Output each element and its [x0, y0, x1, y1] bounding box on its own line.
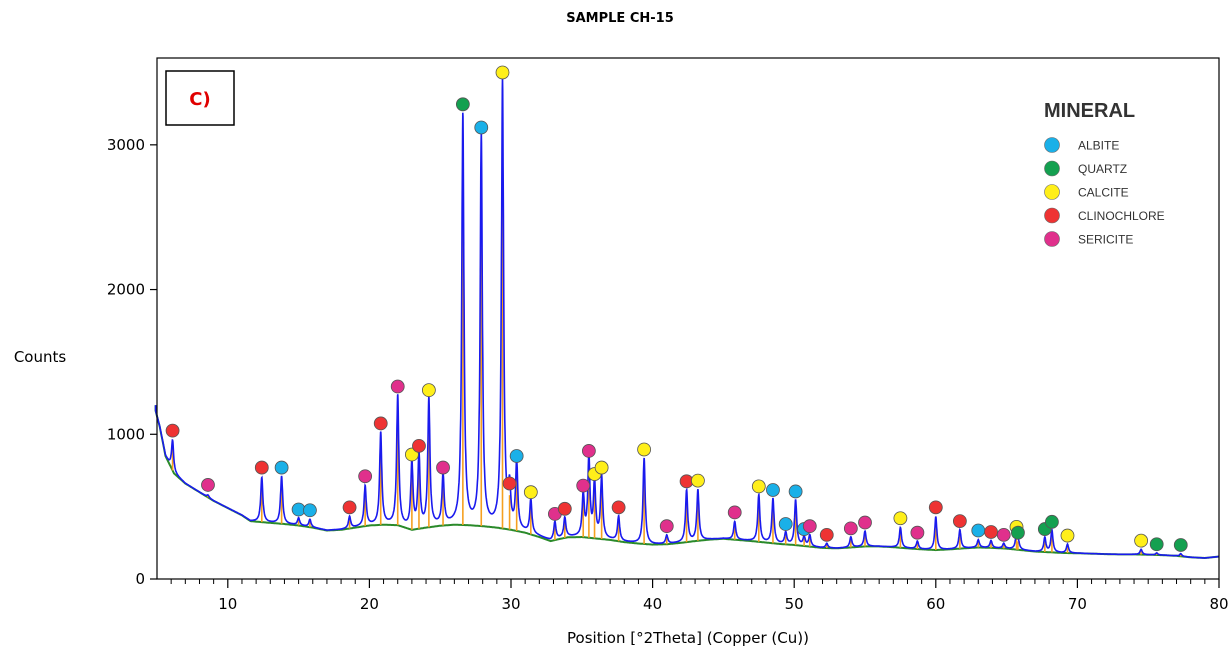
panel-label-box	[165, 70, 235, 126]
mineral-marker-sericite	[659, 519, 674, 534]
y-tick-label: 2000	[107, 281, 145, 299]
mineral-marker-calcite	[751, 479, 766, 494]
mineral-marker-clinochlore	[373, 416, 388, 431]
mineral-marker-calcite	[495, 65, 510, 80]
mineral-marker-quartz	[1149, 537, 1164, 552]
mineral-marker-clinochlore	[412, 438, 426, 453]
mineral-marker-sericite	[802, 519, 817, 534]
legend-label-sericite: SERICITE	[1078, 233, 1133, 247]
y-tick-label: 0	[135, 570, 145, 588]
mineral-marker-albite	[971, 523, 986, 538]
mineral-marker-sericite	[576, 478, 591, 493]
mineral-marker-calcite	[1060, 528, 1075, 543]
mineral-marker-albite	[788, 484, 803, 499]
reference-lines-layer	[171, 116, 1182, 557]
mineral-marker-clinochlore	[611, 500, 626, 515]
x-tick-label: 30	[501, 595, 520, 613]
mineral-marker-quartz	[1011, 525, 1025, 540]
mineral-marker-clinochlore	[984, 525, 998, 539]
diffraction-pattern-line	[154, 77, 1219, 559]
mineral-marker-clinochlore	[928, 500, 943, 515]
mineral-marker-clinochlore	[502, 476, 517, 491]
mineral-marker-quartz	[1173, 538, 1188, 552]
chart-title: SAMPLE CH-15	[566, 11, 674, 26]
mineral-marker-clinochlore	[254, 460, 269, 475]
x-tick-label: 80	[1209, 595, 1228, 613]
mineral-markers-layer	[165, 65, 1188, 552]
mineral-marker-albite	[303, 503, 317, 518]
diffraction-pattern-layer	[154, 77, 1219, 559]
mineral-marker-clinochlore	[342, 500, 357, 515]
mineral-marker-calcite	[1134, 533, 1149, 548]
y-tick-label: 1000	[107, 425, 145, 443]
mineral-marker-calcite	[421, 383, 436, 398]
x-tick-label: 20	[360, 595, 379, 613]
plot-frame	[156, 57, 1220, 580]
mineral-marker-clinochlore	[819, 527, 834, 542]
mineral-marker-sericite	[858, 515, 872, 530]
mineral-marker-sericite	[390, 379, 405, 394]
x-tick-label: 60	[926, 595, 945, 613]
mineral-marker-sericite	[581, 444, 596, 458]
mineral-marker-calcite	[691, 473, 705, 488]
mineral-marker-calcite	[637, 442, 652, 457]
x-tick-label: 50	[785, 595, 804, 613]
mineral-marker-sericite	[996, 527, 1011, 542]
mineral-marker-quartz	[1045, 514, 1059, 529]
mineral-marker-clinochlore	[165, 423, 180, 438]
panel-label: C)	[189, 89, 210, 110]
legend: ALBITE QUARTZ CALCITE CLINOCHLORE SERICITE	[1044, 137, 1165, 247]
mineral-marker-sericite	[201, 478, 215, 492]
x-tick-label: 70	[1068, 595, 1087, 613]
legend-marker-clinochlore	[1044, 207, 1060, 224]
mineral-marker-quartz	[455, 97, 470, 112]
legend-title: MINERAL	[1044, 100, 1135, 122]
legend-label-calcite: CALCITE	[1078, 186, 1129, 200]
mineral-marker-sericite	[358, 469, 373, 484]
mineral-marker-albite	[766, 483, 780, 497]
mineral-marker-clinochlore	[952, 514, 967, 529]
y-axis-label: Counts	[14, 348, 67, 366]
legend-marker-sericite	[1044, 231, 1060, 247]
mineral-marker-calcite	[523, 485, 538, 500]
mineral-marker-calcite	[594, 460, 609, 475]
mineral-marker-sericite	[727, 505, 742, 520]
mineral-marker-sericite	[843, 521, 858, 536]
axis-ticks-layer: 10 20 30 40 50 60 70 80 0 1000 2000 3000	[107, 136, 1229, 613]
mineral-marker-albite	[474, 120, 489, 135]
mineral-marker-sericite	[436, 460, 450, 475]
y-tick-label: 3000	[107, 136, 145, 154]
mineral-marker-clinochlore	[557, 501, 572, 516]
mineral-marker-albite	[509, 449, 524, 463]
legend-label-quartz: QUARTZ	[1078, 162, 1127, 176]
x-axis-label: Position [°2Theta] (Copper (Cu))	[567, 629, 809, 647]
legend-label-clinochlore: CLINOCHLORE	[1078, 209, 1165, 223]
x-tick-label: 10	[218, 595, 237, 613]
plot-area	[154, 65, 1219, 559]
mineral-marker-albite	[778, 517, 793, 531]
mineral-marker-albite	[274, 460, 289, 475]
mineral-marker-calcite	[893, 511, 908, 526]
x-tick-label: 40	[643, 595, 662, 613]
legend-marker-albite	[1044, 137, 1060, 153]
legend-marker-quartz	[1044, 160, 1060, 177]
legend-marker-calcite	[1044, 184, 1060, 200]
legend-label-albite: ALBITE	[1078, 139, 1119, 153]
mineral-marker-sericite	[910, 525, 925, 540]
